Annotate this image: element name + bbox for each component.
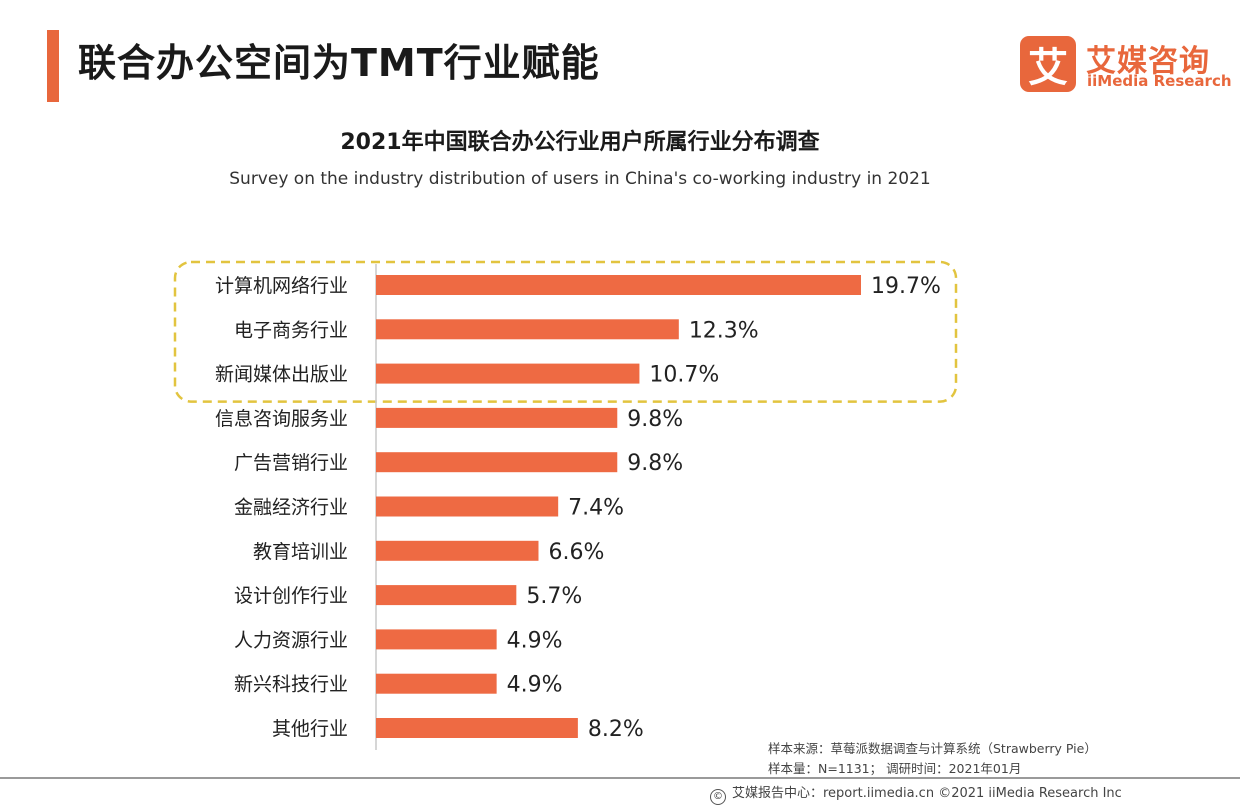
bar bbox=[376, 275, 861, 295]
value-label: 19.7% bbox=[871, 274, 941, 299]
logo-mark-icon: 艾 bbox=[1020, 36, 1076, 92]
value-label: 8.2% bbox=[588, 717, 644, 742]
bar bbox=[376, 540, 539, 561]
value-label: 12.3% bbox=[689, 318, 759, 343]
logo-name-en: iiMedia Research bbox=[1087, 72, 1232, 90]
value-label: 5.7% bbox=[526, 584, 582, 609]
footer-divider bbox=[0, 777, 1240, 779]
category-label: 新兴科技行业 bbox=[234, 674, 348, 696]
sample-size-note: 样本量：N=1131； 调研时间：2021年01月 bbox=[768, 761, 1022, 776]
report-center-credit: © 艾媒报告中心：report.iimedia.cn ©2021 iiMedia … bbox=[710, 782, 1122, 805]
category-label: 教育培训业 bbox=[253, 541, 348, 563]
category-label: 金融经济行业 bbox=[234, 497, 348, 519]
page-title: 联合办公空间为TMT行业赋能 bbox=[78, 41, 600, 85]
chart-title: 2021年中国联合办公行业用户所属行业分布调查 bbox=[340, 130, 820, 155]
bar bbox=[376, 496, 559, 517]
category-label: 信息咨询服务业 bbox=[215, 408, 348, 430]
bar bbox=[376, 407, 618, 428]
iimedia-logo: 艾 艾媒咨询 iiMedia Research bbox=[1020, 36, 1232, 94]
bar bbox=[376, 452, 618, 473]
value-label: 9.8% bbox=[627, 407, 683, 432]
value-label: 4.9% bbox=[507, 673, 563, 698]
category-label: 其他行业 bbox=[272, 718, 348, 740]
sample-source-note: 样本来源：草莓派数据调查与计算系统（Strawberry Pie） bbox=[768, 741, 1097, 756]
bar bbox=[376, 319, 679, 340]
logo-name-cn: 艾媒咨询 bbox=[1086, 44, 1210, 79]
title-accent-bar bbox=[47, 30, 59, 102]
category-label: 广告营销行业 bbox=[234, 452, 348, 474]
bar bbox=[376, 585, 517, 606]
category-label: 计算机网络行业 bbox=[215, 275, 348, 297]
bar bbox=[376, 673, 497, 694]
value-label: 10.7% bbox=[649, 363, 719, 388]
highlight-box bbox=[173, 260, 958, 403]
chart-subtitle: Survey on the industry distribution of u… bbox=[229, 169, 931, 189]
value-label: 6.6% bbox=[548, 540, 604, 565]
category-label: 新闻媒体出版业 bbox=[215, 364, 348, 386]
value-label: 9.8% bbox=[627, 451, 683, 476]
bar bbox=[376, 718, 578, 738]
value-label: 4.9% bbox=[507, 628, 563, 653]
category-label: 电子商务行业 bbox=[234, 319, 348, 341]
category-label: 人力资源行业 bbox=[234, 629, 348, 651]
copyright-icon: © bbox=[710, 789, 726, 805]
bar bbox=[376, 363, 640, 384]
bar bbox=[376, 629, 497, 650]
value-label: 7.4% bbox=[568, 496, 624, 521]
report-center-text: 艾媒报告中心：report.iimedia.cn ©2021 iiMedia R… bbox=[732, 786, 1122, 801]
category-label: 设计创作行业 bbox=[234, 585, 348, 607]
